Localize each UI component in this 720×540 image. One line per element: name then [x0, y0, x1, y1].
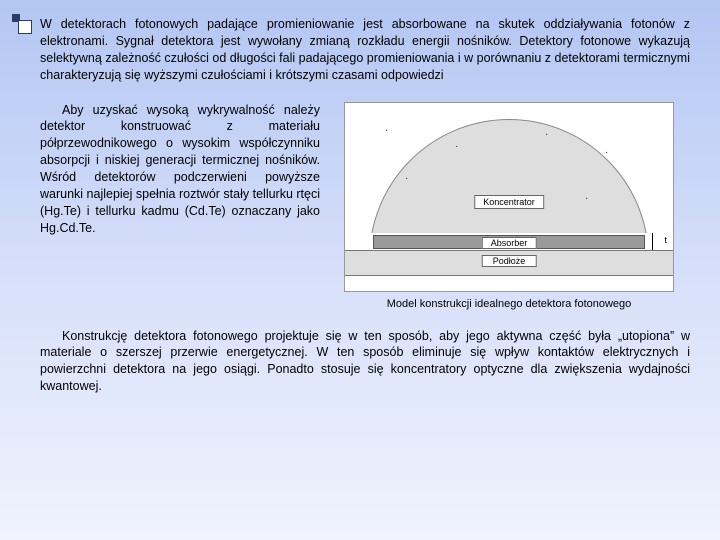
bullet-big-square [18, 20, 32, 34]
dot-icon: · [455, 141, 458, 152]
dot-icon: · [605, 147, 608, 158]
substrate-label: Podłoże [482, 255, 537, 267]
absorber-label: Absorber [482, 237, 537, 249]
paragraph-2: Aby uzyskać wysoką wykrywalność należy d… [40, 102, 320, 310]
dot-icon: · [545, 129, 548, 140]
paragraph-3: Konstrukcję detektora fotonowego projekt… [40, 328, 690, 396]
dot-icon: · [385, 125, 388, 136]
figure-caption: Model konstrukcji idealnego detektora fo… [387, 298, 632, 310]
slide-bullet-icon [12, 14, 32, 34]
detector-diagram: · · · · · · Koncentrator Absorber t Podł… [344, 102, 674, 292]
dot-icon: · [405, 173, 408, 184]
thickness-arrow-icon [652, 233, 653, 250]
dot-icon: · [585, 193, 588, 204]
concentrator-label: Koncentrator [474, 195, 544, 209]
two-column-row: Aby uzyskać wysoką wykrywalność należy d… [40, 102, 690, 310]
slide-content: W detektorach fotonowych padające promie… [40, 16, 690, 413]
figure-column: · · · · · · Koncentrator Absorber t Podł… [334, 102, 684, 310]
thickness-symbol: t [664, 235, 667, 245]
paragraph-1: W detektorach fotonowych padające promie… [40, 16, 690, 84]
